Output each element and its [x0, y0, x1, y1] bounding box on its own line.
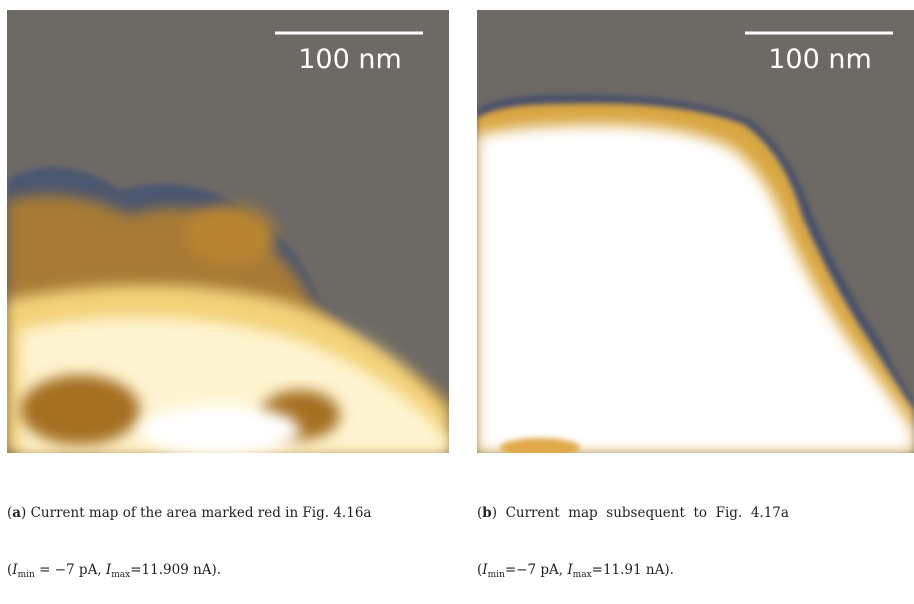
caption-label: b	[482, 505, 492, 521]
scale-bar-label: 100 nm	[768, 44, 872, 75]
caption-text: ) Current map of the area marked red in …	[21, 505, 372, 521]
caption-text: =−7 pA,	[504, 562, 568, 578]
scale-bar-label: 100 nm	[298, 44, 402, 75]
caption-line: (Imin=−7 pA, Imax=11.91 nA).	[477, 561, 914, 585]
caption-text: ) Current map subsequent to Fig. 4.17a	[491, 505, 789, 521]
caption-label: a	[12, 505, 22, 521]
caption-text: (	[477, 505, 483, 521]
caption-text: =11.91 nA).	[591, 562, 674, 578]
caption-line: (b) Current map subsequent to Fig. 4.17a	[477, 504, 914, 523]
current-map-b: 100 nm	[477, 10, 914, 453]
caption-text: (	[7, 505, 13, 521]
caption-line: (a) Current map of the area marked red i…	[7, 504, 452, 523]
figure: 100 nm 100 nm	[7, 10, 914, 453]
caption-text: =11.909 nA).	[130, 562, 222, 578]
caption-a: (a) Current map of the area marked red i…	[7, 466, 452, 604]
caption-subscript: min	[487, 570, 505, 580]
caption-subscript: max	[572, 570, 592, 580]
caption-subscript: min	[17, 570, 35, 580]
caption-subscript: max	[111, 570, 131, 580]
page: 100 nm 100 nm (a) Current map of the are…	[7, 10, 914, 580]
caption-b: (b) Current map subsequent to Fig. 4.17a…	[477, 466, 914, 604]
caption-text: = −7 pA,	[34, 562, 106, 578]
caption-line: (Imin = −7 pA, Imax=11.909 nA).	[7, 561, 452, 585]
current-map-a: 100 nm	[7, 10, 449, 453]
